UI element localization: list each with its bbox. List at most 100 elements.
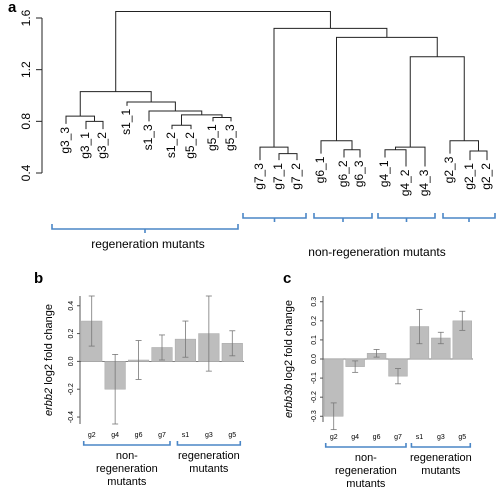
dendrogram-link	[336, 36, 438, 141]
y-axis-label-unit: log2 fold change	[283, 300, 295, 384]
category-label: s1	[416, 434, 424, 441]
y-axis-label-unit: log2 fold change	[43, 304, 55, 388]
y-tick-label: 0.3	[311, 297, 318, 307]
panel-c-letter: c	[283, 270, 291, 287]
dendrogram-link	[395, 146, 426, 167]
y-tick-label: 0.4	[68, 301, 75, 311]
cluster-bracket	[313, 213, 373, 222]
group-label-line: non-	[116, 450, 138, 462]
y-tick-label: 0.4	[19, 164, 33, 181]
y-tick-label: 0.2	[68, 329, 75, 339]
group-label-line: non-	[355, 452, 377, 464]
leaf-label: s1_2	[164, 132, 178, 158]
dendrogram-link	[469, 150, 488, 161]
y-axis-label-gene: erbb2	[43, 388, 55, 416]
dendrogram-link	[79, 91, 152, 117]
panel-a-letter: a	[8, 0, 17, 16]
leaf-label: g7_3	[252, 163, 266, 190]
leaf-label: g3_3	[58, 127, 72, 154]
y-tick-label: 0.1	[311, 335, 318, 345]
y-tick-label: -0.2	[68, 383, 75, 395]
dendrogram-link	[259, 146, 289, 161]
bar-chart-erbb3b: -0.3 -0.2 -0.1 0.0 0.1 0.2 0.3 erbb3b log2 fold…	[283, 296, 473, 489]
category-label: g5	[228, 432, 236, 439]
y-axis-label-gene: erbb3b	[283, 384, 295, 418]
dendrogram-link	[85, 120, 104, 130]
bar-chart-erbb2: -0.4 -0.2 0.0 0.2 0.4 erbb2 log2 fold change g…	[43, 295, 244, 488]
leaf-label: g7_2	[289, 163, 303, 190]
group-label-line: regeneration	[335, 465, 397, 477]
y-tick-label: 1.2	[19, 61, 33, 78]
group-label-line: mutants	[107, 476, 147, 488]
leaf-label: g2_3	[442, 156, 456, 183]
y-tick-label: -0.4	[68, 411, 75, 423]
dendrogram-link	[278, 153, 298, 161]
leaf-label: g4_2	[398, 169, 412, 196]
y-axis-label: erbb2 log2 fold change	[43, 304, 55, 416]
dendrogram-link	[65, 115, 95, 124]
dendrogram-link	[148, 110, 203, 122]
dendrogram-link	[320, 140, 353, 154]
panel-b-letter: b	[34, 270, 43, 287]
category-label: g7	[158, 432, 166, 439]
leaf-label: g6_2	[336, 160, 350, 187]
leaf-label: g4_3	[417, 169, 431, 196]
leaf-label: s1_3	[141, 124, 155, 150]
category-label: g7	[394, 434, 402, 441]
y-tick-label: 0.8	[19, 113, 33, 130]
leaf-label: g7_1	[271, 163, 285, 190]
leaf-label: g2_2	[479, 163, 493, 190]
group-label-line: regeneration	[178, 450, 240, 462]
dendrogram-link	[115, 11, 331, 92]
category-label: s1	[182, 432, 190, 439]
group-label-non-regeneration: non-regeneration mutants	[308, 245, 445, 259]
leaf-label: g6_1	[313, 156, 327, 183]
category-label: g6	[135, 432, 143, 439]
dendrogram-link	[126, 101, 176, 111]
leaf-label: g3_2	[95, 132, 109, 159]
category-label: g2	[330, 434, 338, 441]
dendrogram: 0.4 0.8 1.2 1.6 g3_3 g3_1 g3_2 s1_1 s1_3 s1_2 g5_2…	[19, 9, 496, 233]
leaf-label: g5_3	[223, 124, 237, 151]
group-bracket	[410, 443, 472, 448]
group-label-line: mutants	[346, 478, 386, 489]
leaf-label: g5_1	[205, 124, 219, 151]
group-bracket	[51, 224, 239, 233]
cluster-bracket	[377, 213, 436, 222]
group-bracket	[176, 441, 242, 446]
category-label: g3	[437, 434, 445, 441]
dendrogram-link	[449, 140, 479, 154]
leaf-label: g5_2	[183, 132, 197, 159]
dendrogram-link	[212, 116, 232, 122]
y-tick-label: 0.0	[311, 354, 318, 364]
y-tick-label: 0.2	[311, 316, 318, 326]
group-bracket	[324, 443, 407, 448]
dendrogram-link	[171, 124, 192, 130]
dendrogram-link	[343, 149, 361, 158]
y-tick-label: 0.0	[68, 356, 75, 366]
group-label-line: mutants	[421, 465, 461, 477]
category-label: g5	[458, 434, 466, 441]
group-label-line: regeneration	[410, 452, 472, 464]
dendrogram-link	[409, 56, 465, 148]
leaf-label: g6_3	[352, 160, 366, 187]
leaf-label: g2_1	[462, 163, 476, 190]
category-label: g6	[373, 434, 381, 441]
y-tick-label: 1.6	[19, 9, 33, 26]
y-tick-label: -0.3	[311, 410, 318, 422]
category-label: g4	[351, 434, 359, 441]
group-label-line: regeneration	[96, 463, 158, 475]
group-label-regeneration: regeneration mutants	[91, 237, 204, 251]
group-bracket	[82, 441, 171, 446]
dendrogram-link	[273, 27, 388, 148]
leaf-label: s1_1	[119, 109, 133, 135]
y-tick-label: -0.2	[311, 391, 318, 403]
group-label-line: mutants	[189, 463, 229, 475]
leaf-label: g4_1	[377, 160, 391, 187]
category-label: g2	[88, 432, 96, 439]
category-label: g3	[205, 432, 213, 439]
category-label: g4	[111, 432, 119, 439]
y-axis-label: erbb3b log2 fold change	[283, 300, 295, 418]
y-tick-label: -0.1	[311, 372, 318, 384]
